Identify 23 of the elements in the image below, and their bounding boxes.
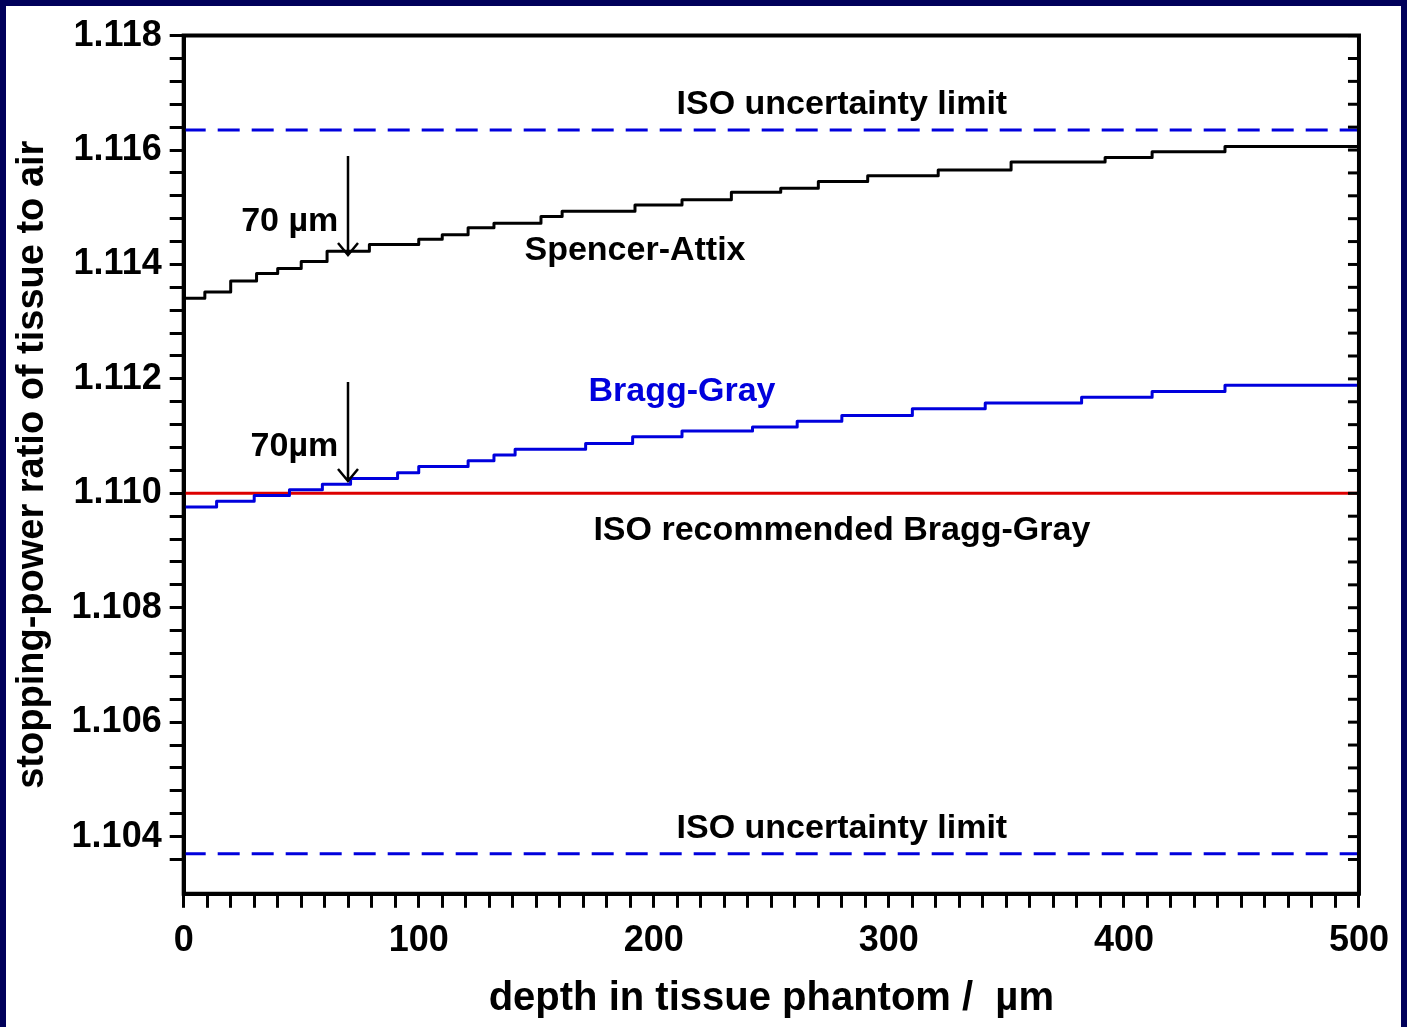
annotation: 70µm <box>250 425 339 464</box>
ref-line-label: ISO recommended Bragg-Gray <box>593 508 1091 547</box>
x-tick-label: 100 <box>388 918 449 960</box>
x-tick-label: 400 <box>1093 918 1154 960</box>
y-axis-title: stopping-power ratio of tissue to air <box>9 140 52 789</box>
y-tick-label: 1.108 <box>71 584 162 626</box>
y-tick-label: 1.114 <box>73 241 162 283</box>
y-tick-label: 1.110 <box>73 470 162 512</box>
y-tick-label: 1.106 <box>71 699 162 741</box>
x-axis-title: depth in tissue phantom / µm <box>488 974 1054 1019</box>
annotation: 70 µm <box>241 199 339 238</box>
x-tick-label: 0 <box>173 918 194 960</box>
y-tick-label: 1.116 <box>73 126 162 168</box>
ref-line-label: ISO uncertainty limit <box>676 83 1008 122</box>
y-tick-label: 1.112 <box>73 355 162 397</box>
x-tick-label: 300 <box>858 918 919 960</box>
y-tick-label: 1.104 <box>71 813 162 855</box>
y-tick-label: 1.118 <box>73 12 162 54</box>
series-label: Bragg-Gray <box>588 370 776 409</box>
x-tick-label: 200 <box>623 918 684 960</box>
series-label: Spencer-Attix <box>524 228 746 267</box>
ref-line-label: ISO uncertainty limit <box>676 807 1008 846</box>
x-tick-label: 500 <box>1328 918 1390 960</box>
